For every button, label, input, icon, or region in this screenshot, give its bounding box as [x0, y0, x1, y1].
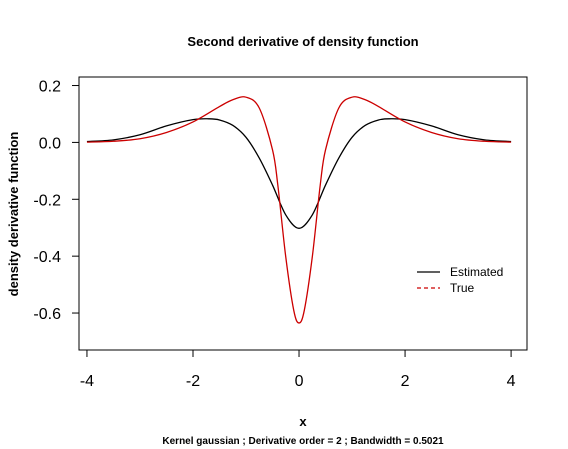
- y-tick-label: 0.0: [39, 135, 61, 152]
- series-line-estimated: [86, 118, 512, 229]
- y-tick-label: 0.2: [39, 79, 61, 96]
- x-tick-label: -4: [80, 373, 94, 390]
- x-axis: -4 -2 0 2 4: [80, 349, 516, 390]
- x-tick-label: -2: [186, 373, 200, 390]
- legend-label-estimated: Estimated: [450, 265, 503, 279]
- chart-subtitle: Kernel gaussian ; Derivative order = 2 ;…: [162, 436, 444, 447]
- y-tick-label: -0.4: [33, 249, 61, 266]
- x-tick-label: 2: [401, 373, 410, 390]
- y-axis-label: density derivative function: [6, 132, 21, 297]
- series-layer: [86, 96, 512, 324]
- x-tick-label: 4: [507, 373, 516, 390]
- series-line-true: [86, 96, 512, 324]
- x-tick-label: 0: [295, 373, 304, 390]
- legend: Estimated True: [417, 265, 503, 295]
- y-axis: 0.2 0.0 -0.2 -0.4 -0.6: [33, 79, 80, 323]
- x-axis-label: x: [299, 414, 307, 429]
- y-tick-label: -0.2: [33, 192, 61, 209]
- chart-title: Second derivative of density function: [187, 34, 418, 49]
- y-tick-label: -0.6: [33, 306, 61, 323]
- plot-frame: [78, 76, 528, 351]
- legend-label-true: True: [450, 281, 475, 295]
